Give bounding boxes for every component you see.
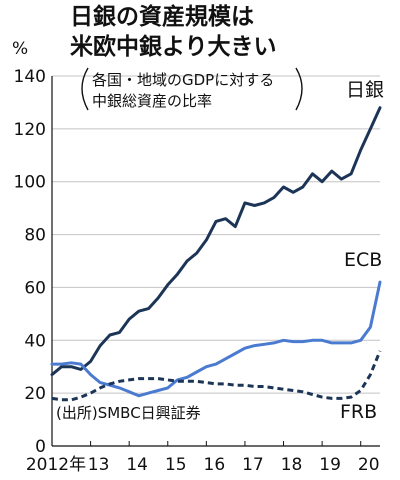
x-tick-label: 19	[319, 455, 341, 475]
y-tick-label: 100	[14, 173, 46, 193]
subtitle-bracket-left	[81, 67, 89, 111]
series-line-frb	[51, 350, 382, 402]
chart-title-line-1: 日銀の資産規模は	[70, 3, 254, 30]
chart-subtitle-line-2: 中銀総資産の比率	[92, 92, 212, 110]
x-tick-label: 20	[358, 455, 380, 475]
series-lines	[50, 106, 382, 402]
x-tick-label: 15	[165, 455, 187, 475]
x-tick-label: 17	[242, 455, 264, 475]
y-tick-label: 60	[24, 278, 46, 298]
x-tick-label: 16	[204, 455, 226, 475]
y-unit-label: %	[12, 39, 28, 59]
y-tick-label: 20	[24, 384, 46, 404]
axes: 0 20 40 60 80 100 120 140 2012年 13 14 15 16 17 18 19 20	[14, 67, 380, 475]
y-tick-label: 120	[14, 120, 46, 140]
source-note: (出所)SMBC日興証券	[56, 404, 201, 422]
legend-label-boj: 日銀	[346, 79, 384, 101]
y-tick-label: 80	[24, 226, 46, 246]
y-tick-label: 140	[14, 67, 46, 87]
chart-title-line-2: 米欧中銀より大きい	[70, 33, 277, 60]
annotations: 日銀の資産規模は 米欧中銀より大きい % 各国・地域のGDPに対する 中銀総資産…	[12, 3, 384, 423]
x-tick-label: 18	[281, 455, 303, 475]
x-tick-label: 13	[88, 455, 110, 475]
series-line-ecb	[50, 280, 382, 398]
y-tick-label: 40	[24, 331, 46, 351]
legend-label-frb: FRB	[340, 401, 377, 423]
y-tick-label: 0	[35, 437, 46, 457]
chart-subtitle-line-1: 各国・地域のGDPに対する	[92, 71, 274, 89]
series-line-boj	[50, 106, 382, 377]
x-tick-label: 14	[126, 455, 148, 475]
legend-label-ecb: ECB	[344, 249, 382, 271]
x-tick-label: 2012年	[26, 455, 86, 475]
subtitle-bracket-right	[295, 67, 303, 111]
